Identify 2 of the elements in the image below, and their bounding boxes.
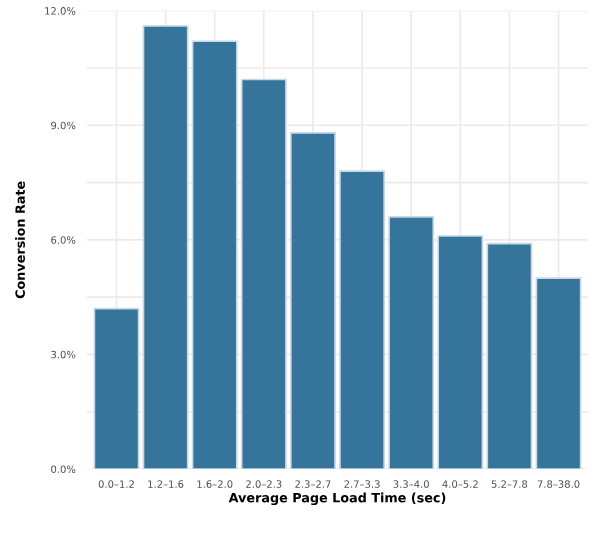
- bar: [535, 277, 582, 469]
- bar: [93, 307, 140, 469]
